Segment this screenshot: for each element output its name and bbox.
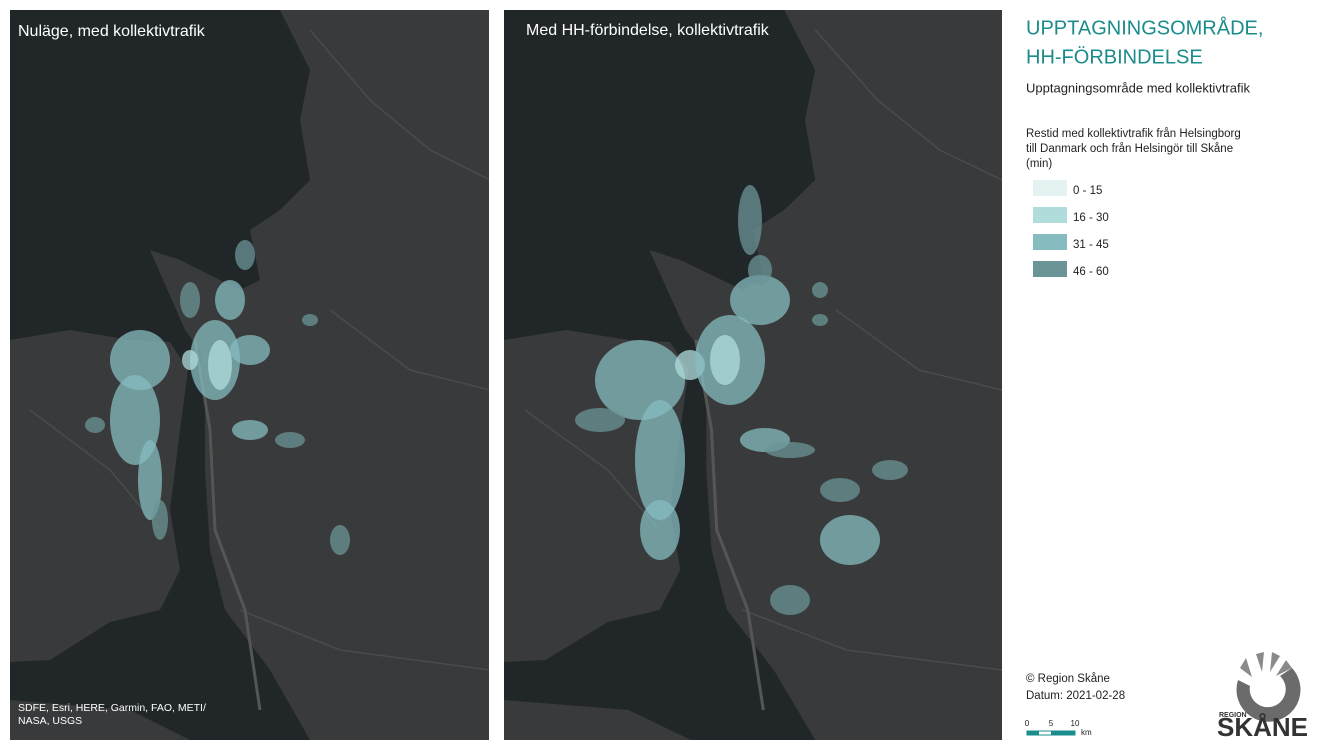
map-left <box>10 10 489 740</box>
catchment-area <box>232 420 268 440</box>
legend-description: till Danmark och från Helsingör till Skå… <box>1026 143 1233 155</box>
catchment-area <box>770 585 810 615</box>
catchment-area <box>575 408 625 432</box>
catchment-area <box>640 500 680 560</box>
catchment-area <box>635 400 685 520</box>
catchment-area <box>182 350 198 370</box>
catchment-area <box>730 275 790 325</box>
catchment-area <box>208 340 232 390</box>
catchment-area <box>235 240 255 270</box>
catchment-area <box>180 282 200 318</box>
legend-swatch <box>1033 207 1067 223</box>
copyright: © Region Skåne <box>1026 673 1110 685</box>
legend-description: Restid med kollektivtrafik från Helsingb… <box>1026 128 1241 140</box>
attribution: SDFE, Esri, HERE, Garmin, FAO, METI/ <box>18 702 206 714</box>
catchment-area <box>110 330 170 390</box>
scale-tick: 0 <box>1025 719 1030 728</box>
catchment-area <box>330 525 350 555</box>
map-title: Med HH-förbindelse, kollektivtrafik <box>526 22 770 39</box>
legend-label: 16 - 30 <box>1073 212 1109 224</box>
scale-bar: 0 5 10 km <box>1025 719 1092 737</box>
scale-tick: 5 <box>1049 719 1054 728</box>
scale-tick: 10 <box>1071 719 1080 728</box>
logo-bottom: SKÅNE <box>1217 712 1308 742</box>
catchment-area <box>138 440 162 520</box>
legend-description: (min) <box>1026 158 1052 170</box>
logo: REGION SKÅNE <box>1217 652 1308 742</box>
catchment-area <box>710 335 740 385</box>
legend-title: UPPTAGNINGSOMRÅDE, <box>1026 16 1263 39</box>
legend-swatch <box>1033 261 1067 277</box>
catchment-area <box>748 255 772 285</box>
catchment-area <box>820 515 880 565</box>
catchment-area <box>85 417 105 433</box>
legend-swatch <box>1033 234 1067 250</box>
catchment-area <box>765 442 815 458</box>
catchment-area <box>595 340 685 420</box>
map-right <box>504 10 1002 740</box>
legend-subtitle: Upptagningsområde med kollektivtrafik <box>1026 80 1250 95</box>
catchment-area <box>812 282 828 298</box>
date: Datum: 2021-02-28 <box>1026 690 1125 702</box>
catchment-area <box>230 335 270 365</box>
catchment-area <box>820 478 860 502</box>
logo-top: REGION <box>1219 712 1247 719</box>
legend-label: 31 - 45 <box>1073 239 1109 251</box>
catchment-area <box>872 460 908 480</box>
legend-label: 46 - 60 <box>1073 266 1109 278</box>
catchment-area <box>275 432 305 448</box>
catchment-area <box>152 500 168 540</box>
legend-title: HH-FÖRBINDELSE <box>1026 46 1203 68</box>
catchment-area <box>302 314 318 326</box>
legend-swatch <box>1033 180 1067 196</box>
scale-unit: km <box>1081 728 1092 737</box>
map-title: Nuläge, med kollektivtrafik <box>18 23 206 40</box>
legend-label: 0 - 15 <box>1073 185 1102 197</box>
catchment-area <box>812 314 828 326</box>
attribution: NASA, USGS <box>18 715 82 727</box>
catchment-area <box>215 280 245 320</box>
catchment-area <box>738 185 762 255</box>
